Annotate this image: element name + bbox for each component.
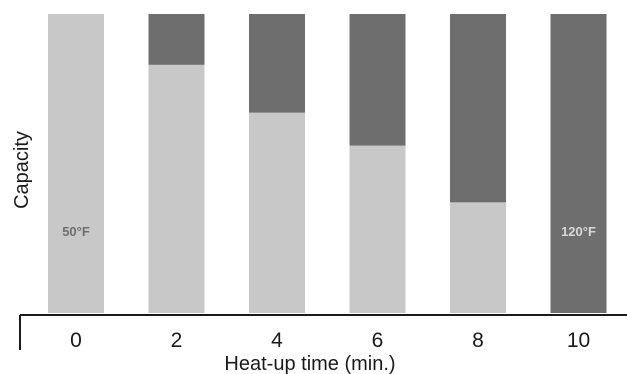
bar-8-series-1 (450, 14, 506, 203)
bar-2-series-1 (148, 14, 205, 65)
bar-2-series-0 (148, 64, 205, 313)
bar-0-series-0 (48, 14, 104, 313)
x-tick-label-2: 2 (171, 329, 183, 352)
x-tick-labels: 0 2 4 6 8 10 (70, 329, 590, 352)
y-axis-label: Capacity (11, 131, 33, 209)
bar-6-series-0 (349, 145, 406, 313)
bar-4-series-1 (249, 14, 305, 113)
bar-10-series-1 (550, 14, 607, 313)
x-tick-label-4: 4 (271, 329, 283, 352)
x-tick-label-10: 10 (567, 329, 590, 352)
bar-annotation-10: 120°F (561, 224, 596, 239)
bar-group (48, 14, 607, 313)
x-axis-label: Heat-up time (min.) (224, 353, 395, 374)
bar-6-series-1 (349, 14, 406, 146)
bar-annotations: 50°F 120°F (62, 224, 596, 239)
bar-8-series-0 (450, 202, 506, 313)
bar-4-series-0 (249, 112, 305, 313)
x-tick-label-0: 0 (70, 329, 82, 352)
bar-annotation-0: 50°F (62, 224, 90, 239)
x-tick-label-8: 8 (472, 329, 484, 352)
x-tick-label-6: 6 (372, 329, 384, 352)
